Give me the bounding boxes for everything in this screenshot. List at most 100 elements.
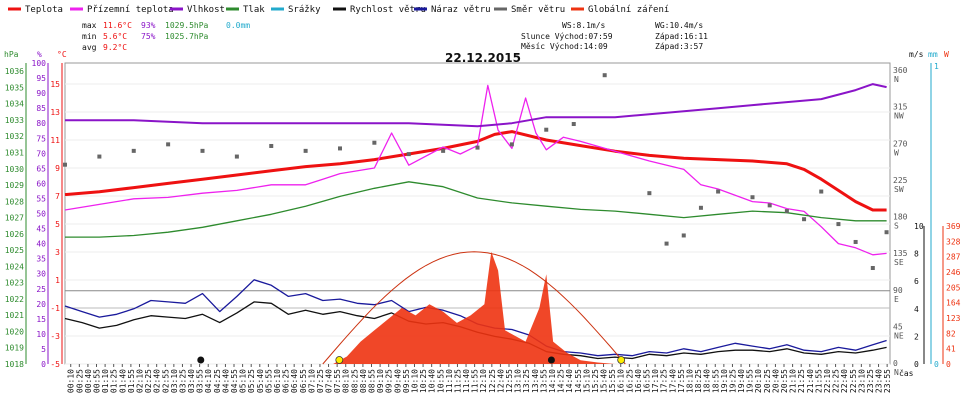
- pressure_hpa-tick-label: 1032: [5, 132, 24, 141]
- pressure_hpa-tick-label: 1022: [5, 295, 24, 304]
- legend-label-prizemni-teplota: Přízemní teplota: [87, 5, 174, 15]
- x-tick-label: 13:55: [539, 369, 548, 393]
- series-smer-vetru-point: [234, 154, 239, 159]
- info-moon-set: Západ:3:57: [655, 42, 703, 51]
- series-smer-vetru-point: [544, 127, 549, 132]
- pressure_hpa-tick-label: 1029: [5, 181, 24, 190]
- x-tick-label: 07:10: [307, 369, 316, 393]
- x-tick-label: 00:40: [84, 369, 93, 393]
- pressure_hpa-tick-label: 1024: [5, 262, 24, 271]
- x-tick-label: 12:10: [479, 369, 488, 393]
- x-tick-label: 09:55: [402, 369, 411, 393]
- wind-dir-tick-label: 135: [893, 249, 908, 258]
- humidity_pct-tick-label: 15: [36, 315, 46, 324]
- x-tick-label: 02:10: [135, 369, 144, 393]
- series-smer-vetru-point: [750, 195, 755, 200]
- stats-block: max 11.6°C 93% 1029.5hPa 0.0mm min 5.6°C…: [82, 21, 250, 52]
- series-smer-vetru-point: [338, 146, 342, 151]
- x-tick-label: 19:40: [737, 369, 746, 393]
- stats-min-label: min: [82, 32, 97, 41]
- x-tick-label: 18:10: [685, 369, 694, 393]
- series-prizemni-teplota: [64, 84, 887, 256]
- unit-pct: %: [37, 50, 42, 59]
- radiation-tick-label: 369: [946, 222, 961, 231]
- humidity_pct-tick-label: 40: [36, 240, 46, 249]
- humidity_pct-tick-label: 75: [36, 134, 46, 143]
- wind-dir-letter: SE: [894, 258, 904, 267]
- humidity_pct-tick-label: 85: [36, 104, 46, 113]
- x-tick-label: 22:55: [849, 369, 858, 393]
- x-tick-label: 15:25: [591, 369, 600, 393]
- x-tick-label: 09:10: [376, 369, 385, 393]
- series-smer-vetru-point: [441, 148, 446, 153]
- x-tick-label: 23:55: [883, 369, 892, 393]
- x-tick-label: 04:25: [213, 369, 222, 393]
- x-tick-label: 03:40: [187, 369, 196, 393]
- series-smer-vetru-point: [784, 209, 789, 214]
- wind-dir-tick-label: 315: [893, 103, 908, 112]
- x-tick-label: 10:40: [428, 369, 437, 393]
- series-smer-vetru-point: [406, 152, 411, 157]
- info-block: WS:8.1m/s WG:10.4m/s Slunce Východ:07:59…: [521, 21, 708, 51]
- legend-label-vlhkost: Vlhkost: [187, 5, 225, 15]
- radiation-tick-label: 328: [946, 237, 961, 246]
- x-tick-label: 10:10: [410, 369, 419, 393]
- series-teplota: [64, 130, 887, 212]
- humidity_pct-tick-label: 65: [36, 164, 46, 173]
- pressure_hpa-tick-label: 1035: [5, 83, 24, 92]
- stats-max-label: max: [82, 21, 97, 30]
- x-tick-label: 18:40: [703, 369, 712, 393]
- series-smer-vetru-point: [884, 230, 889, 235]
- x-tick-label: 20:40: [771, 369, 780, 393]
- wind-dir-letter: SW: [894, 185, 904, 194]
- series-smer-vetru-point: [870, 266, 875, 271]
- humidity_pct-tick-label: 20: [36, 300, 46, 309]
- radiation-tick-label: 164: [946, 299, 961, 308]
- wind-speed-tick-label: 0: [914, 360, 919, 369]
- x-tick-label: 11:25: [453, 369, 462, 393]
- x-tick-label: 21:40: [806, 369, 815, 393]
- info-ws: WS:8.1m/s: [562, 21, 606, 30]
- series-smer-vetru-point: [664, 241, 669, 246]
- series-smer-vetru-point: [681, 233, 686, 238]
- series-smer-vetru-point: [836, 222, 841, 227]
- series-smer-vetru-point: [853, 239, 858, 244]
- series-smer-vetru-point: [571, 122, 576, 127]
- x-tick-label: 15:10: [582, 369, 591, 393]
- x-tick-label: 05:55: [264, 369, 273, 393]
- stats-avg-temp: 9.2°C: [103, 43, 127, 52]
- moon-marker: [197, 356, 205, 364]
- x-tick-label: 02:55: [161, 369, 170, 393]
- humidity_pct-tick-label: 100: [32, 59, 47, 68]
- temperature_c-tick-label: 15: [50, 80, 60, 89]
- temperature_c-tick-label: 13: [50, 108, 60, 117]
- x-tick-label: 16:55: [643, 369, 652, 393]
- x-tick-label: 15:40: [600, 369, 609, 393]
- wind-speed-tick-label: 4: [914, 305, 919, 314]
- x-tick-label: 10:55: [436, 369, 445, 393]
- x-tick-label: 04:10: [204, 369, 213, 393]
- stats-max-rain: 0.0mm: [226, 21, 250, 30]
- humidity_pct-tick-label: 5: [41, 345, 46, 354]
- wind-dir-tick-label: 90: [893, 286, 903, 295]
- x-tick-label: 03:10: [170, 369, 179, 393]
- pressure_hpa-tick-label: 1028: [5, 197, 24, 206]
- stats-min-temp: 5.6°C: [103, 32, 127, 41]
- x-tick-label: 17:25: [660, 369, 669, 393]
- x-tick-label: 01:40: [118, 369, 127, 393]
- pressure_hpa-tick-label: 1020: [5, 327, 24, 336]
- series-smer-vetru-point: [716, 189, 721, 194]
- series-globalni-zareni: [333, 251, 615, 364]
- x-tick-label: 11:55: [471, 369, 480, 393]
- x-tick-label: 00:25: [75, 369, 84, 393]
- x-tick-label: 21:25: [797, 369, 806, 393]
- humidity_pct-tick-label: 35: [36, 255, 46, 264]
- stats-max-temp: 11.6°C: [103, 21, 132, 30]
- series-vlhkost: [65, 83, 887, 128]
- temperature_c-tick-label: 5: [55, 220, 60, 229]
- series-smer-vetru-point: [647, 191, 652, 196]
- radiation-tick-label: 205: [946, 283, 961, 292]
- wind-dir-tick-label: 270: [893, 139, 908, 148]
- humidity_pct-tick-label: 80: [36, 119, 46, 128]
- x-tick-label: 12:55: [505, 369, 514, 393]
